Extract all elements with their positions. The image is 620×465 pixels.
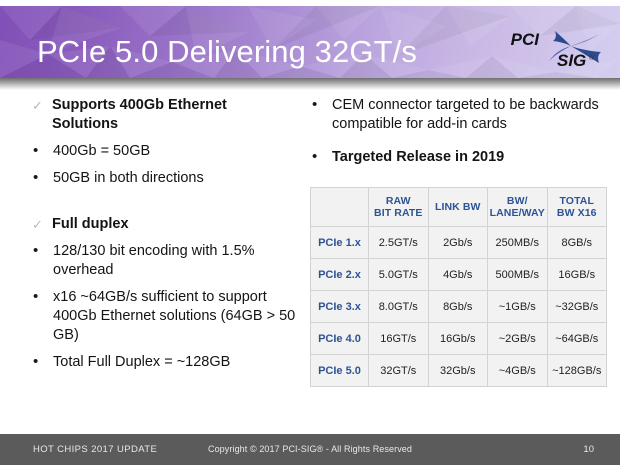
footer-event-label: HOT CHIPS 2017 UPDATE	[33, 444, 158, 455]
footer-page-number: 10	[583, 444, 594, 455]
logo-registered-mark: ®	[589, 54, 595, 62]
table-cell-label: PCIe 2.x	[310, 258, 369, 291]
table-cell-raw-bit-rate: 16GT/s	[368, 322, 429, 355]
list-item-label: Total Full Duplex = ~128GB	[53, 354, 231, 370]
table-cell-label: PCIe 4.0	[310, 322, 369, 355]
list-item: • x16 ~64GB/s sufficient to support 400G…	[28, 288, 296, 345]
table-cell-link-bw: 16Gb/s	[427, 322, 488, 355]
table-cell-bw-lane-way: 500MB/s	[487, 258, 548, 291]
footer-copyright: Copyright © 2017 PCI-SIG® - All Rights R…	[207, 444, 413, 454]
header-polygon-texture	[0, 6, 620, 78]
table-cell-total-bw-x16: 8GB/s	[546, 226, 607, 259]
list-item-label: 128/130 bit encoding with 1.5% overhead	[53, 243, 255, 278]
table-cell-total-bw-x16: 16GB/s	[546, 258, 607, 291]
spacer	[28, 196, 296, 215]
check-icon: ✓	[32, 217, 43, 232]
table-cell-raw-bit-rate: 5.0GT/s	[368, 258, 429, 291]
list-item: • CEM connector targeted to be backwards…	[308, 96, 608, 134]
table-cell-link-bw: 32Gb/s	[427, 354, 488, 387]
table-row: PCIe 1.x 2.5GT/s 2Gb/s 250MB/s 8GB/s	[310, 226, 607, 259]
table-header-link-bw: LINK BW	[427, 187, 488, 227]
table-cell-label: PCIe 1.x	[310, 226, 369, 259]
table-cell-total-bw-x16: ~64GB/s	[546, 322, 607, 355]
list-item: • 50GB in both directions	[28, 169, 296, 188]
logo-text-pci: PCI	[511, 30, 541, 49]
left-content-column: ✓ Supports 400Gb Ethernet Solutions • 40…	[28, 96, 296, 380]
table-row: PCIe 3.x 8.0GT/s 8Gb/s ~1GB/s ~32GB/s	[310, 290, 607, 323]
table-cell-bw-lane-way: 250MB/s	[487, 226, 548, 259]
table-cell-raw-bit-rate: 32GT/s	[368, 354, 429, 387]
bullet-icon: •	[33, 169, 39, 186]
table-header-bw-lane-way: BW/ LANE/WAY	[487, 187, 548, 227]
bullet-icon: •	[33, 288, 39, 305]
table-cell-total-bw-x16: ~128GB/s	[546, 354, 607, 387]
check-icon: ✓	[32, 98, 43, 113]
table-header-corner	[310, 187, 369, 227]
list-item: ✓ Full duplex	[28, 215, 296, 234]
table-cell-link-bw: 2Gb/s	[427, 226, 488, 259]
page-title: PCIe 5.0 Delivering 32GT/s	[37, 34, 417, 69]
table-row: PCIe 2.x 5.0GT/s 4Gb/s 500MB/s 16GB/s	[310, 258, 607, 291]
table-header-raw-bit-rate: RAW BIT RATE	[368, 187, 429, 227]
right-content-column: • CEM connector targeted to be backwards…	[308, 96, 608, 175]
slide-header-band: PCIe 5.0 Delivering 32GT/s PCI SIG ®	[0, 6, 620, 78]
logo-text-sig: SIG	[557, 51, 586, 70]
list-item-label: CEM connector targeted to be backwards c…	[332, 97, 599, 132]
list-item: ✓ Supports 400Gb Ethernet Solutions	[28, 96, 296, 134]
header-shadow-divider	[0, 78, 620, 90]
table-cell-link-bw: 8Gb/s	[427, 290, 488, 323]
list-item-label: x16 ~64GB/s sufficient to support 400Gb …	[53, 289, 296, 343]
table-cell-bw-lane-way: ~2GB/s	[487, 322, 548, 355]
table-cell-total-bw-x16: ~32GB/s	[546, 290, 607, 323]
list-item: • Total Full Duplex = ~128GB	[28, 353, 296, 372]
table-cell-raw-bit-rate: 8.0GT/s	[368, 290, 429, 323]
bullet-icon: •	[33, 353, 39, 370]
slide-footer: HOT CHIPS 2017 UPDATE Copyright © 2017 P…	[0, 434, 620, 465]
table-cell-link-bw: 4Gb/s	[427, 258, 488, 291]
list-item: • 128/130 bit encoding with 1.5% overhea…	[28, 242, 296, 280]
table-header-row: RAW BIT RATE LINK BW BW/ LANE/WAY TOTAL …	[310, 187, 607, 227]
table-cell-bw-lane-way: ~1GB/s	[487, 290, 548, 323]
list-item-label: Targeted Release in 2019	[332, 149, 505, 165]
bullet-icon: •	[312, 96, 318, 113]
table-row: PCIe 4.0 16GT/s 16Gb/s ~2GB/s ~64GB/s	[310, 322, 607, 355]
list-item-label: Supports 400Gb Ethernet Solutions	[52, 97, 227, 132]
table-cell-bw-lane-way: ~4GB/s	[487, 354, 548, 387]
bandwidth-table: RAW BIT RATE LINK BW BW/ LANE/WAY TOTAL …	[310, 187, 607, 387]
list-item-label: 400Gb = 50GB	[53, 143, 151, 159]
list-item-label: 50GB in both directions	[53, 170, 204, 186]
bullet-icon: •	[312, 148, 318, 165]
list-item-label: Full duplex	[52, 216, 129, 232]
table-row: PCIe 5.0 32GT/s 32Gb/s ~4GB/s ~128GB/s	[310, 354, 607, 387]
bullet-icon: •	[33, 142, 39, 159]
table-cell-label: PCIe 5.0	[310, 354, 369, 387]
table-cell-label: PCIe 3.x	[310, 290, 369, 323]
bullet-icon: •	[33, 242, 39, 259]
list-item: • Targeted Release in 2019	[308, 148, 608, 167]
table-cell-raw-bit-rate: 2.5GT/s	[368, 226, 429, 259]
list-item: • 400Gb = 50GB	[28, 142, 296, 161]
pci-sig-logo: PCI SIG ®	[509, 22, 604, 72]
table-header-total-bw-x16: TOTAL BW X16	[546, 187, 607, 227]
